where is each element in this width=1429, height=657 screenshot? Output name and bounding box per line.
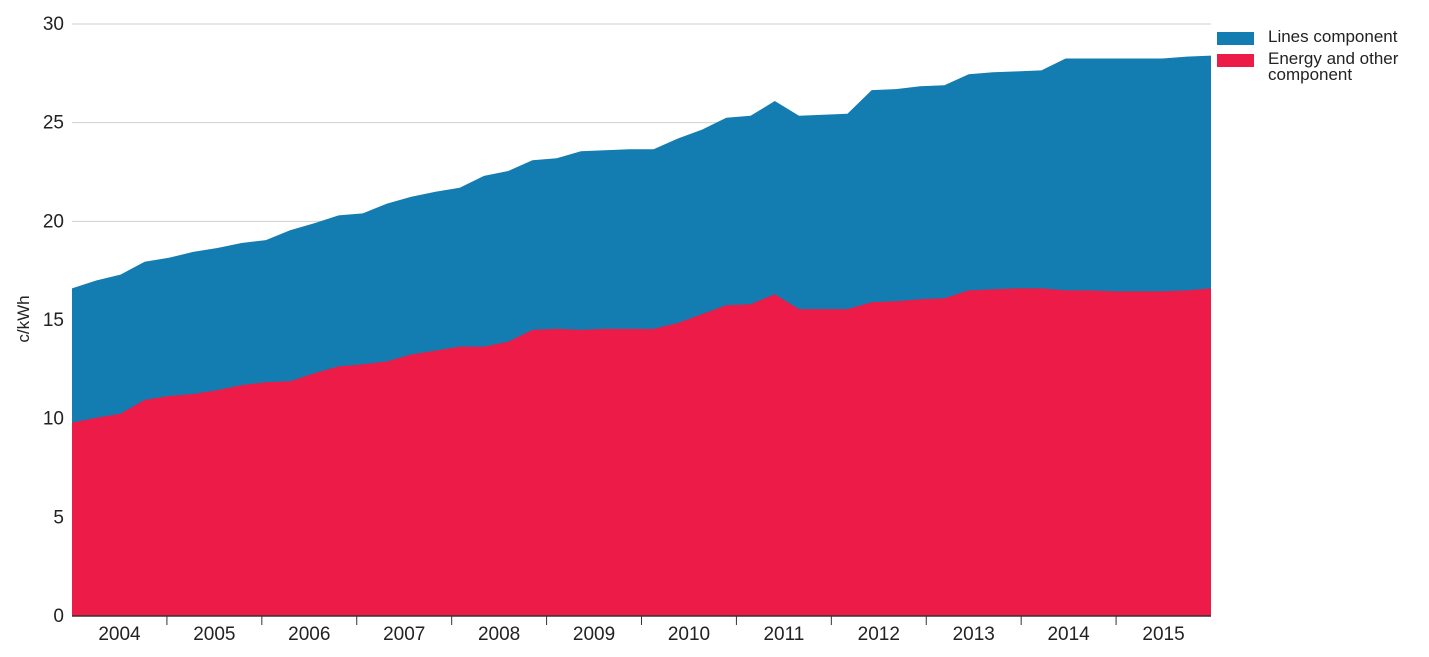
y-axis-title: c/kWh: [14, 295, 33, 342]
legend: Lines component Energy and other compone…: [1217, 27, 1417, 89]
x-tick-label: 2004: [98, 624, 141, 645]
x-tick-label: 2012: [858, 624, 900, 645]
area-layer: [72, 55, 1211, 617]
y-tick-label: 0: [53, 606, 64, 627]
y-tick-label: 30: [43, 14, 64, 35]
x-tick-label: 2010: [668, 624, 710, 645]
x-tick-label: 2008: [478, 624, 520, 645]
x-tick-label: 2014: [1047, 624, 1090, 645]
x-tick-label: 2015: [1142, 624, 1184, 645]
legend-label-energy: Energy and other component: [1268, 49, 1399, 84]
legend-swatch-lines: [1217, 32, 1254, 45]
y-tick-label: 20: [43, 211, 64, 232]
legend-item-lines: Lines component: [1217, 27, 1417, 46]
area-energy-and-other-component: [72, 288, 1211, 616]
y-tick-label: 10: [43, 409, 64, 430]
x-tick-label: 2006: [288, 624, 330, 645]
x-tick-label: 2013: [953, 624, 995, 645]
axes: 0 5 10 15 20 25 30 2004 2005 2006 2007 2008 2009 2010…: [43, 14, 1211, 645]
x-tick-label: 2007: [383, 624, 425, 645]
legend-label-lines: Lines component: [1268, 27, 1398, 46]
legend-item-energy: Energy and other component: [1217, 49, 1417, 84]
legend-swatch-energy: [1217, 54, 1254, 67]
y-tick-label: 15: [43, 310, 64, 331]
x-tick-label: 2009: [573, 624, 615, 645]
x-tick-label: 2011: [763, 624, 804, 645]
y-tick-label: 25: [43, 113, 64, 134]
x-tick-label: 2005: [193, 624, 235, 645]
y-tick-label: 5: [53, 507, 64, 528]
